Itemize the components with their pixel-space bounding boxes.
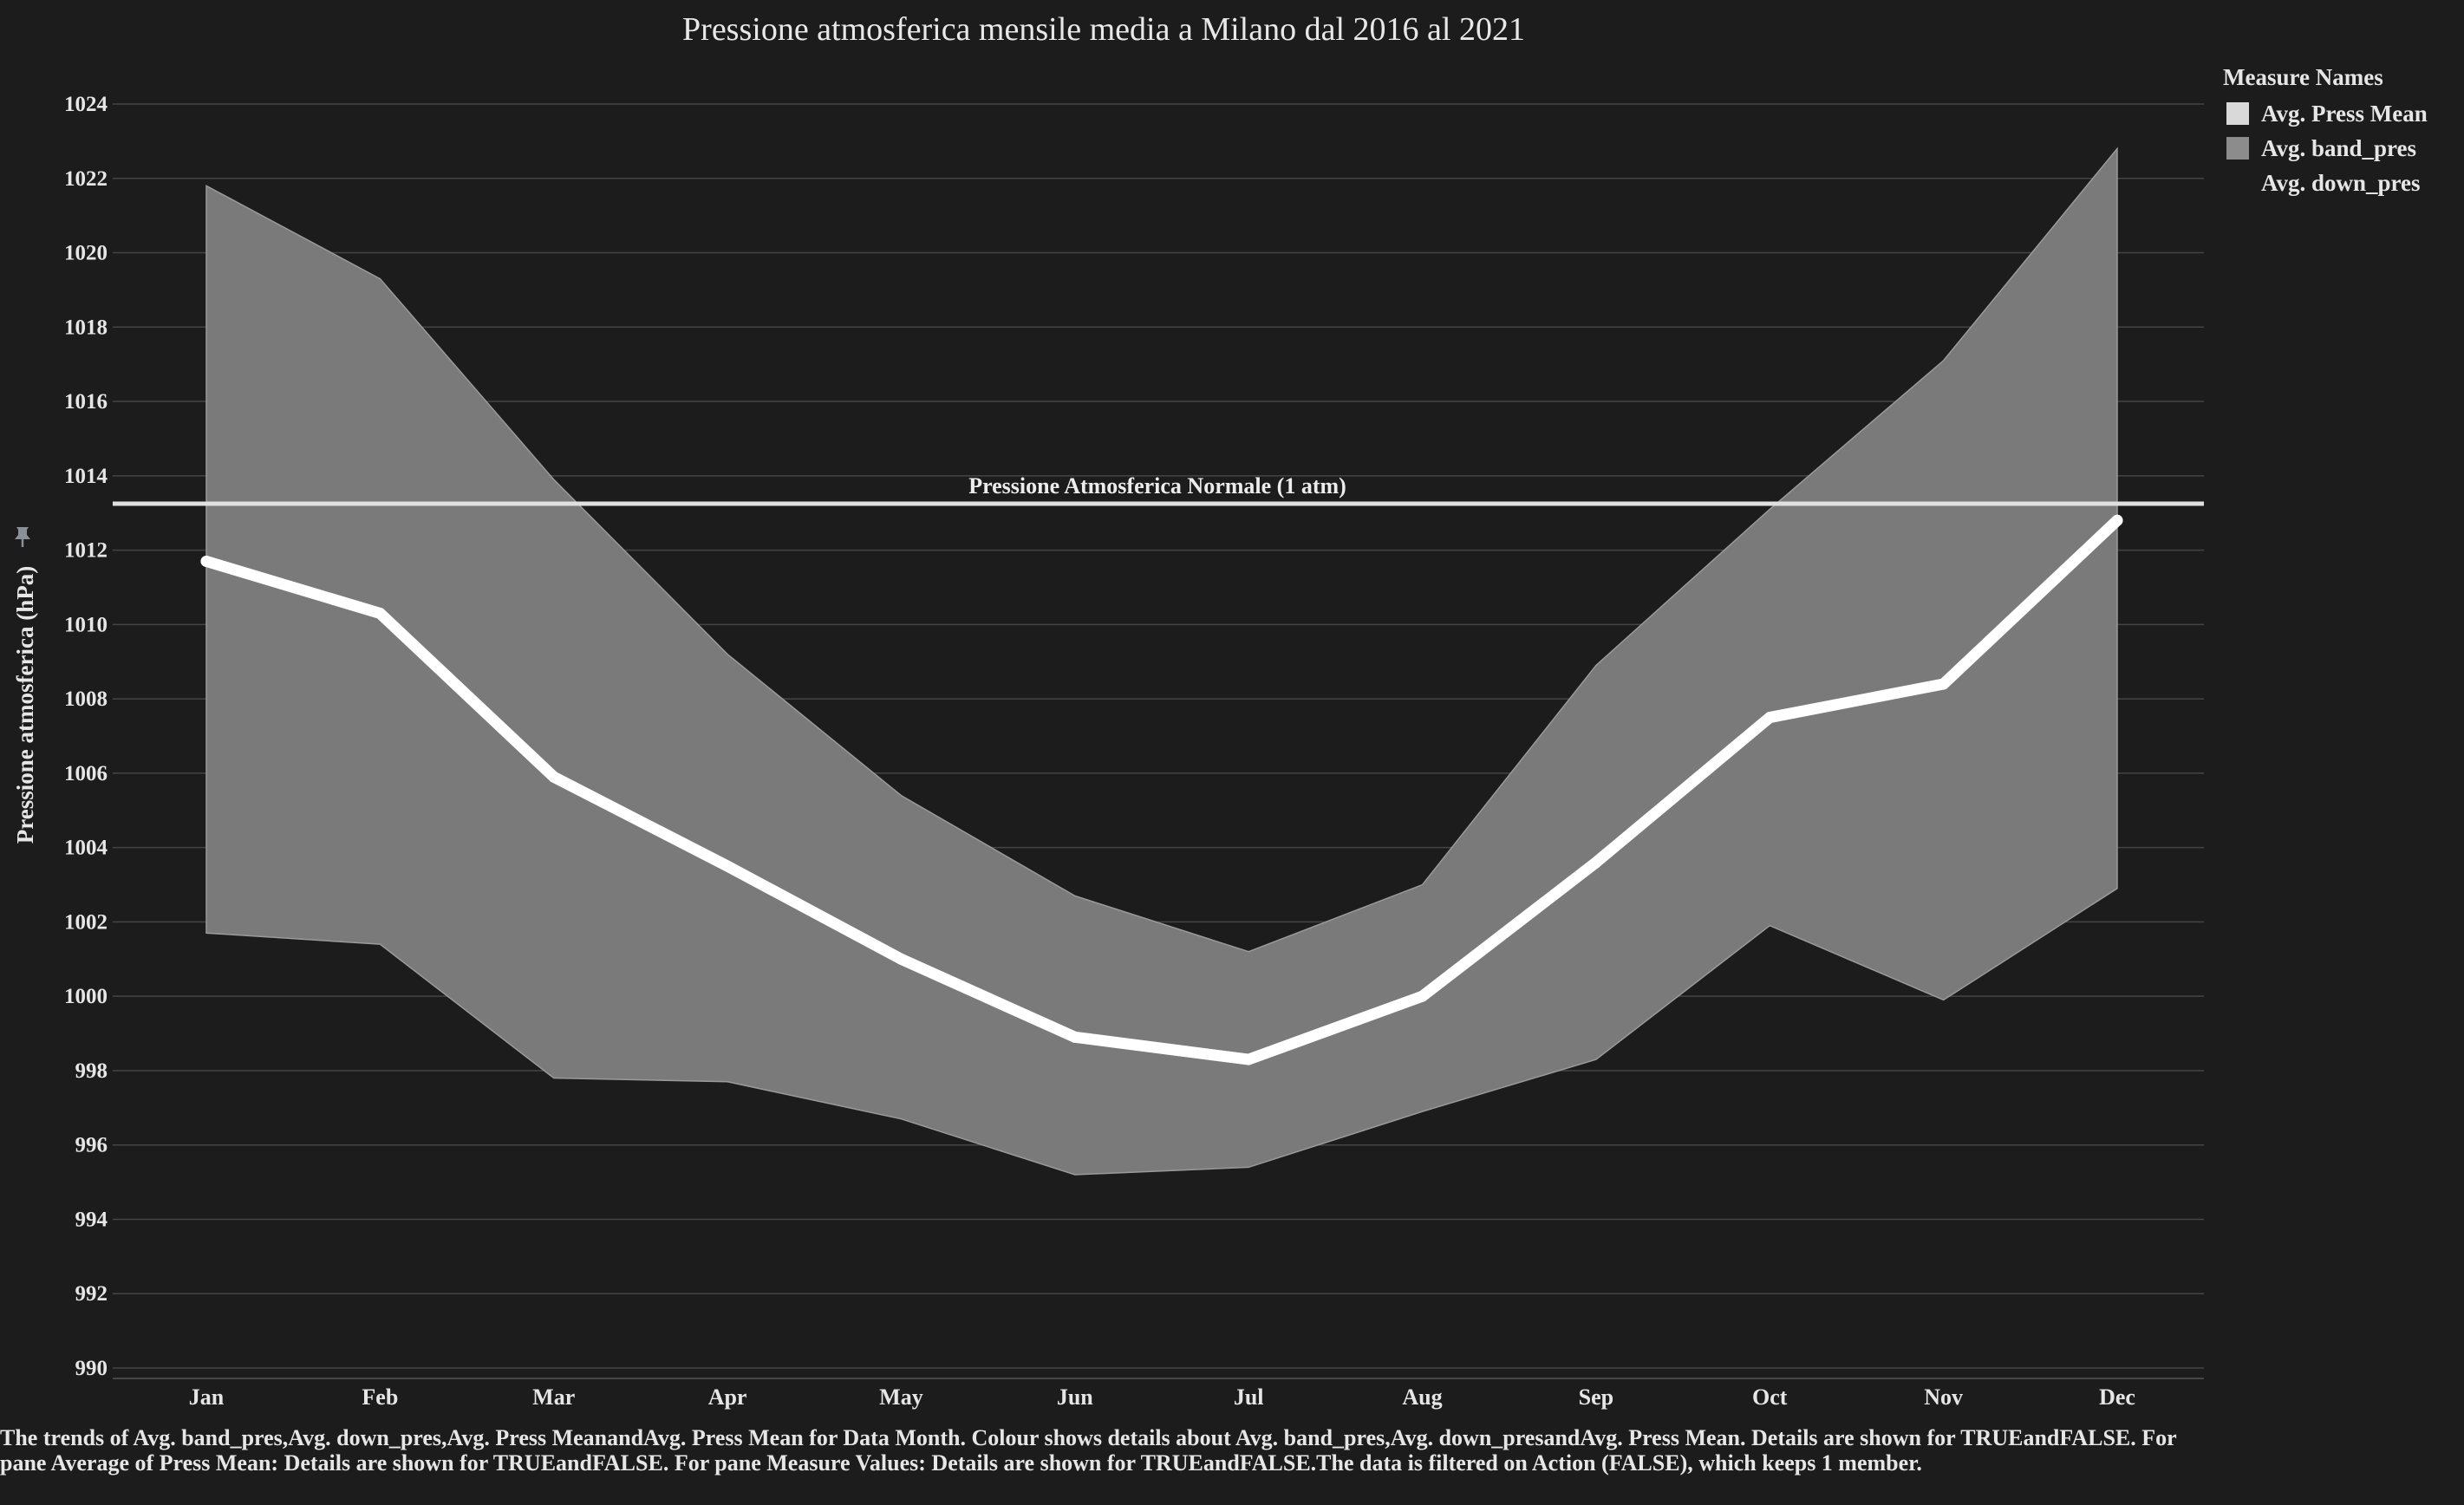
legend-item-band-pres[interactable]: Avg. band_pres (2226, 131, 2459, 166)
x-tick-label: Sep (1579, 1384, 1613, 1410)
y-tick-label: 1022 (64, 167, 108, 191)
x-tick-label: Jul (1234, 1384, 1264, 1410)
mean-point[interactable] (1938, 678, 1950, 690)
footer-caption: The trends of Avg. band_pres,Avg. down_p… (0, 1425, 2177, 1476)
y-tick-label: 1000 (64, 985, 108, 1008)
mean-point[interactable] (1242, 1053, 1255, 1065)
mean-point[interactable] (1590, 857, 1602, 869)
legend-title: Measure Names (2223, 64, 2383, 90)
y-axis-label-group: Pressione atmosferica (hPa) (12, 527, 38, 844)
y-tick-label: 1010 (64, 613, 108, 636)
mean-point[interactable] (721, 860, 733, 872)
y-tick-label: 1012 (64, 539, 108, 563)
reference-line-label: Pressione Atmosferica Normale (1 atm) (968, 473, 1346, 498)
mean-point[interactable] (200, 555, 212, 567)
mean-line[interactable] (200, 514, 2123, 1065)
y-tick-label: 996 (75, 1134, 108, 1157)
mean-line-group (200, 514, 2123, 1065)
mean-point[interactable] (895, 953, 907, 965)
y-tick-label: 1004 (64, 837, 108, 860)
y-tick-label: 994 (75, 1208, 108, 1231)
x-tick-label: May (879, 1384, 923, 1410)
x-tick-label: Feb (362, 1384, 398, 1410)
y-tick-label: 992 (75, 1282, 108, 1306)
y-tick-label: 1020 (64, 242, 108, 265)
legend: Measure Names Avg. Press Mean Avg. band_… (2216, 64, 2459, 200)
mean-point[interactable] (374, 607, 386, 619)
x-tick-label: Apr (708, 1384, 747, 1410)
x-tick-label: Mar (532, 1384, 575, 1410)
legend-item-down-pres[interactable]: Avg. down_pres (2226, 166, 2459, 200)
y-tick-label: 1008 (64, 687, 108, 711)
pin-icon[interactable] (15, 527, 30, 547)
x-tick-label: Nov (1924, 1384, 1963, 1410)
mean-point[interactable] (548, 771, 560, 783)
y-tick-label: 1018 (64, 316, 108, 339)
y-tick-label: 990 (75, 1357, 108, 1380)
x-axis-ticks: Jan Feb Mar Apr May Jun Jul Aug Sep Oct Nov Dec (189, 1384, 2135, 1410)
legend-swatch-band-pres (2226, 137, 2249, 160)
mean-point[interactable] (2111, 514, 2123, 526)
legend-item-press-mean[interactable]: Avg. Press Mean (2226, 96, 2459, 131)
y-tick-label: 1016 (64, 390, 108, 414)
x-tick-label: Aug (1402, 1384, 1442, 1410)
mean-point[interactable] (1069, 1031, 1081, 1043)
y-tick-label: 998 (75, 1059, 108, 1083)
legend-label-band-pres: Avg. band_pres (2261, 134, 2417, 161)
y-tick-label: 1024 (64, 93, 108, 116)
chart-title: Pressione atmosferica mensile media a Mi… (682, 11, 1525, 48)
legend-swatch-down-pres (2226, 172, 2249, 194)
y-axis-label: Pressione atmosferica (hPa) (12, 566, 38, 844)
y-tick-label: 1002 (64, 910, 108, 934)
x-tick-label: Jan (189, 1384, 225, 1410)
chart-plot[interactable]: Pressione Atmosferica Normale (1 atm) 99… (0, 0, 2464, 1422)
reference-line-group: Pressione Atmosferica Normale (1 atm) (113, 473, 2204, 506)
y-tick-label: 1006 (64, 762, 108, 785)
mean-point[interactable] (1763, 712, 1776, 724)
mean-point[interactable] (1417, 990, 1429, 1002)
legend-label-press-mean: Avg. Press Mean (2261, 100, 2428, 127)
x-tick-label: Jun (1057, 1384, 1093, 1410)
legend-label-down-pres: Avg. down_pres (2261, 169, 2421, 196)
legend-swatch-press-mean (2226, 102, 2249, 125)
y-tick-label: 1014 (64, 465, 108, 488)
x-tick-label: Oct (1752, 1384, 1788, 1410)
y-axis-ticks: 990 992 994 996 998 1000 1002 1004 1006 1008 1010 1… (64, 93, 108, 1380)
x-tick-label: Dec (2099, 1384, 2135, 1410)
band-area-polygon (205, 147, 2118, 1176)
band-area (205, 147, 2118, 1176)
